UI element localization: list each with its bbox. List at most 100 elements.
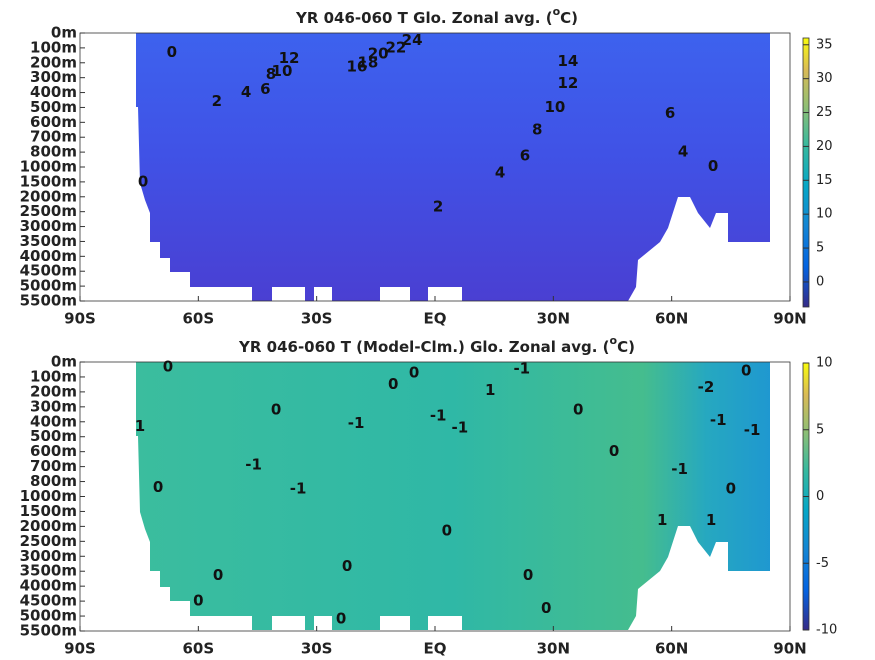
colorbar-label: 20 — [816, 139, 833, 154]
contour-label: 6 — [665, 104, 675, 122]
contour-label: 0 — [163, 357, 173, 375]
y-tick-label: 4500m — [20, 262, 77, 280]
title-part: o — [553, 5, 561, 18]
contour-label: 0 — [342, 557, 352, 575]
y-tick-label: 3000m — [20, 217, 77, 235]
x-tick-label: EQ — [424, 310, 447, 328]
y-tick-label: 3500m — [20, 562, 77, 580]
x-tick-label: 90N — [773, 640, 806, 657]
chart-title: YR 046-060 T (Model-Clm.) Glo. Zonal avg… — [238, 334, 635, 356]
colorbar-label: 10 — [816, 207, 833, 222]
y-tick-label: 700m — [30, 128, 77, 146]
contour-label: 0 — [726, 480, 736, 498]
y-tick-label: 600m — [30, 113, 77, 131]
title-part: YR 046-060 T Glo. Zonal avg. ( — [295, 9, 553, 27]
contour-label: 10 — [272, 62, 293, 80]
chart-title: YR 046-060 T Glo. Zonal avg. (oC) — [295, 5, 578, 27]
y-tick-label: 2500m — [20, 532, 77, 550]
contour-label: -1 — [430, 406, 447, 424]
contour-label: 4 — [495, 163, 505, 181]
contour-label: 8 — [532, 120, 542, 138]
contour-label: 20 — [368, 44, 389, 62]
contour-label: 12 — [557, 74, 578, 92]
plot-frame — [79, 32, 791, 302]
contour-label: 0 — [541, 599, 551, 617]
y-tick-label: 500m — [30, 427, 77, 445]
colorbar-label: 15 — [816, 173, 833, 188]
contour-label: 2 — [212, 92, 222, 110]
y-tick-label: 400m — [30, 412, 77, 430]
contour-label: 0 — [609, 442, 619, 460]
y-tick-label: 600m — [30, 442, 77, 460]
x-tick-label: 30S — [301, 640, 333, 657]
colorbar-label: 0 — [816, 489, 824, 504]
x-tick-label: EQ — [424, 640, 447, 657]
colorbar-label: -5 — [816, 556, 829, 571]
colorbar-label: 25 — [816, 105, 833, 120]
contour-label: -1 — [245, 456, 262, 474]
x-tick-label: 60S — [182, 640, 214, 657]
y-tick-label: 100m — [30, 367, 77, 385]
contour-label: -2 — [698, 378, 715, 396]
contour-label: 0 — [523, 566, 533, 584]
contour-label: 0 — [213, 566, 223, 584]
colorbar-label: 5 — [816, 422, 824, 437]
contour-label: 16 — [346, 58, 367, 76]
contour-label: 0 — [741, 361, 751, 379]
contour-label: 8 — [266, 65, 276, 83]
contour-label: 0 — [388, 375, 398, 393]
colorbar-label: 0 — [816, 274, 824, 289]
contour-label: 1 — [657, 511, 667, 529]
plot-frame — [79, 361, 791, 632]
contour-label: 0 — [167, 43, 177, 61]
y-tick-label: 1000m — [20, 158, 77, 176]
y-tick-label: 5000m — [20, 277, 77, 295]
contour-label: 14 — [557, 52, 578, 70]
colorbar-label: 5 — [816, 241, 824, 256]
contour-label: 1 — [706, 511, 716, 529]
x-tick-label: 30N — [537, 310, 570, 328]
contour-label: 0 — [708, 157, 718, 175]
x-tick-label: 90S — [64, 640, 96, 657]
y-tick-label: 1500m — [20, 502, 77, 520]
y-tick-label: 200m — [30, 382, 77, 400]
contour-label: 6 — [260, 80, 270, 98]
x-tick-label: 90S — [64, 310, 96, 328]
colorbar-label: -10 — [816, 623, 837, 638]
contour-label: -1 — [710, 411, 727, 429]
y-tick-label: 100m — [30, 38, 77, 56]
contour-label: 0 — [271, 400, 281, 418]
y-tick-label: 1000m — [20, 487, 77, 505]
y-tick-label: 5500m — [20, 292, 77, 310]
contour-label: 0 — [442, 521, 452, 539]
y-tick-label: 2500m — [20, 202, 77, 220]
contour-label: 0 — [153, 478, 163, 496]
contour-label: 0 — [573, 400, 583, 418]
x-tick-label: 30N — [537, 640, 570, 657]
title-part: C) — [560, 9, 578, 27]
colorbar-frame — [802, 37, 810, 308]
x-tick-label: 90N — [773, 310, 806, 328]
contour-label: 12 — [279, 49, 300, 67]
x-tick-label: 30S — [301, 310, 333, 328]
title-part: o — [610, 334, 618, 347]
y-tick-label: 300m — [30, 68, 77, 86]
contour-label: -1 — [671, 460, 688, 478]
y-tick-label: 2000m — [20, 187, 77, 205]
contour-label: 18 — [358, 53, 379, 71]
y-tick-label: 200m — [30, 53, 77, 71]
y-tick-label: 0m — [51, 24, 77, 42]
y-tick-label: 4500m — [20, 592, 77, 610]
contour-label: 22 — [386, 38, 407, 56]
contour-label: 0 — [193, 592, 203, 610]
contour-label: 1 — [485, 381, 495, 399]
contour-label: 4 — [678, 143, 688, 161]
contour-label: -1 — [452, 418, 469, 436]
field-top — [136, 33, 770, 301]
y-tick-label: 4000m — [20, 247, 77, 265]
contour-label: -1 — [348, 414, 365, 432]
contour-label: 4 — [241, 83, 251, 101]
y-tick-label: 3500m — [20, 232, 77, 250]
contour-label: 0 — [336, 610, 346, 628]
